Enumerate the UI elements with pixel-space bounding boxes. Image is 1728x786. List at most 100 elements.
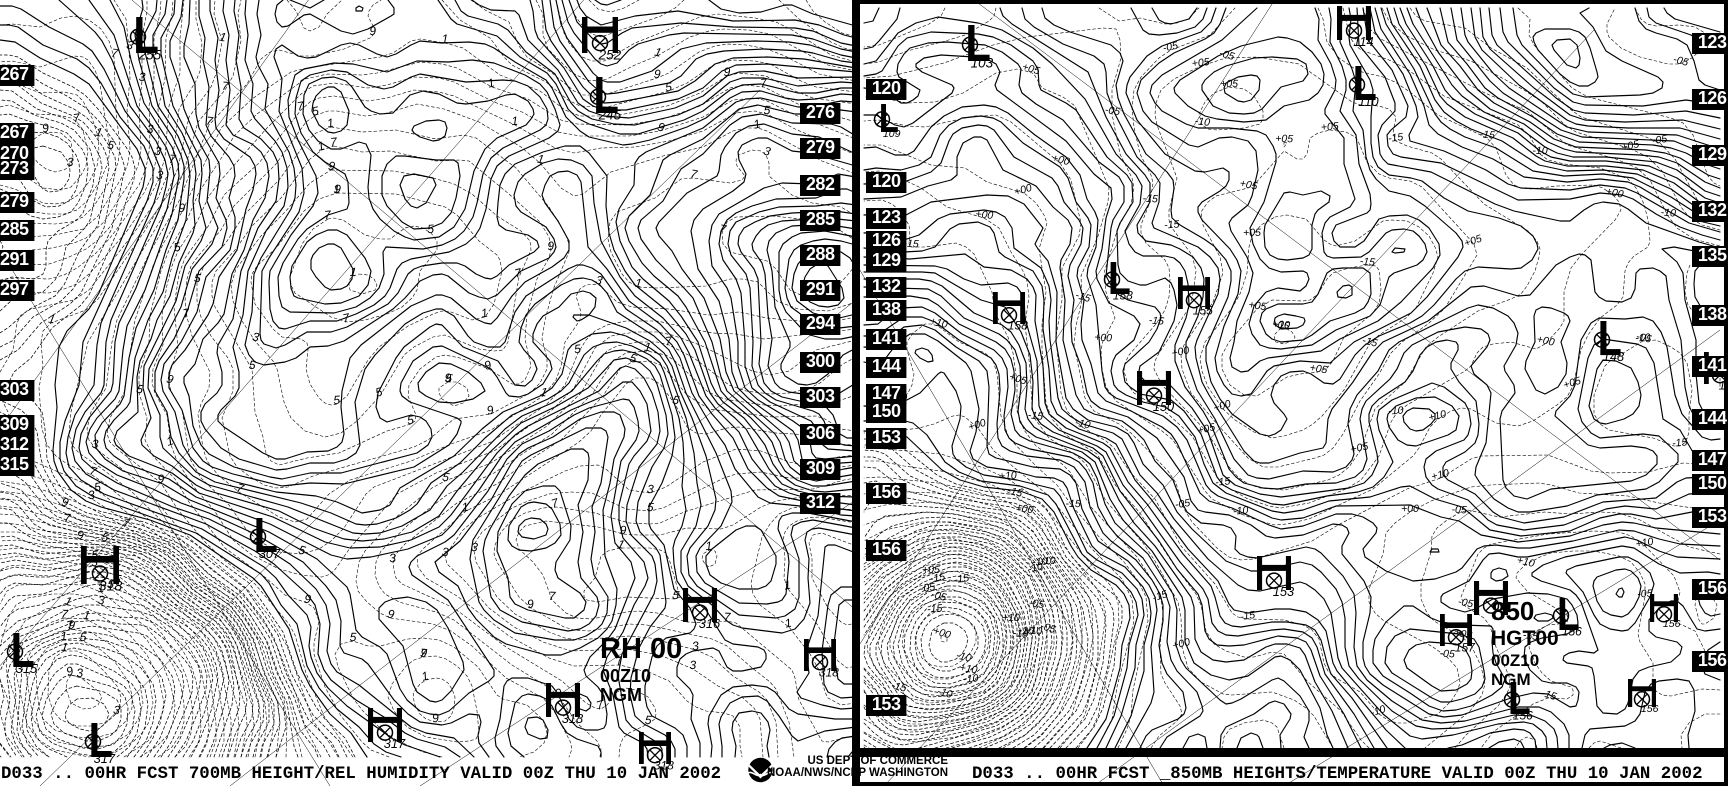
svg-text:126: 126 [1698, 88, 1727, 108]
svg-text:294: 294 [806, 313, 835, 333]
svg-text:+00: +00 [1605, 185, 1625, 200]
svg-text:9: 9 [165, 372, 175, 387]
svg-text:135: 135 [1698, 245, 1727, 265]
svg-text:141: 141 [872, 328, 901, 348]
svg-text:+10: +10 [1516, 554, 1536, 570]
svg-text:00Z10: 00Z10 [600, 666, 651, 686]
svg-text:+05: +05 [1191, 56, 1210, 70]
svg-text:+10: +10 [1430, 467, 1450, 483]
svg-text:9: 9 [65, 663, 76, 678]
svg-text:5: 5 [106, 138, 116, 153]
svg-text:3: 3 [67, 155, 75, 169]
svg-text:1: 1 [783, 616, 792, 631]
svg-text:7: 7 [205, 114, 215, 129]
svg-text:267: 267 [0, 122, 29, 142]
svg-text:1: 1 [63, 594, 74, 609]
svg-text:9: 9 [724, 65, 731, 79]
svg-text:147: 147 [872, 383, 901, 403]
svg-text:3: 3 [139, 70, 146, 84]
svg-text:1: 1 [653, 45, 663, 60]
svg-text:1: 1 [326, 116, 335, 131]
svg-text:306: 306 [806, 423, 835, 443]
svg-text:1: 1 [60, 640, 69, 655]
svg-text:7: 7 [110, 46, 120, 61]
svg-text:3: 3 [147, 122, 155, 136]
svg-text:-15: -15 [1148, 314, 1165, 328]
svg-text:+05: +05 [1239, 177, 1259, 192]
svg-text:+00: +00 [1013, 182, 1034, 199]
svg-text:-10: -10 [1233, 504, 1249, 517]
svg-text:5: 5 [427, 222, 435, 237]
svg-text:156: 156 [1562, 625, 1582, 639]
svg-text:303: 303 [806, 386, 835, 406]
svg-text:158: 158 [1113, 289, 1133, 303]
svg-text:-05: -05 [1651, 133, 1668, 147]
svg-text:3: 3 [762, 144, 773, 159]
svg-text:5: 5 [350, 630, 357, 644]
svg-text:1: 1 [705, 539, 712, 553]
svg-text:138: 138 [872, 299, 901, 319]
svg-text:3: 3 [92, 437, 99, 451]
svg-text:+05: +05 [1275, 133, 1293, 146]
svg-text:5: 5 [193, 271, 202, 286]
svg-text:114: 114 [1353, 34, 1373, 49]
svg-text:3: 3 [76, 666, 84, 680]
svg-text:129: 129 [1698, 144, 1727, 164]
svg-text:9: 9 [369, 24, 377, 38]
svg-text:300: 300 [806, 351, 835, 371]
svg-text:144: 144 [1698, 408, 1727, 428]
svg-text:153: 153 [1273, 584, 1294, 599]
svg-text:-15: -15 [1164, 218, 1180, 231]
svg-text:153: 153 [872, 694, 901, 714]
svg-text:1: 1 [442, 32, 449, 46]
svg-text:279: 279 [0, 191, 29, 211]
svg-text:155: 155 [1193, 304, 1213, 318]
svg-text:129: 129 [872, 250, 901, 270]
svg-text:3: 3 [646, 482, 654, 497]
svg-text:103: 103 [971, 55, 994, 70]
svg-text:1: 1 [349, 265, 357, 279]
svg-text:150: 150 [1698, 473, 1727, 493]
svg-text:9: 9 [41, 121, 50, 136]
svg-text:7: 7 [72, 110, 82, 125]
svg-text:9: 9 [483, 357, 494, 372]
svg-text:3: 3 [594, 273, 604, 288]
svg-text:9: 9 [547, 239, 555, 253]
svg-text:3: 3 [251, 330, 260, 345]
svg-text:+10: +10 [1272, 319, 1291, 332]
svg-text:+05: +05 [1196, 421, 1216, 437]
svg-text:9: 9 [67, 618, 76, 633]
svg-text:138: 138 [1698, 304, 1727, 324]
svg-text:NGM: NGM [600, 685, 642, 705]
svg-text:147: 147 [1698, 449, 1727, 469]
svg-text:5: 5 [80, 630, 87, 644]
svg-text:153: 153 [1698, 506, 1727, 526]
svg-text:318: 318 [99, 579, 123, 595]
svg-text:156: 156 [1663, 618, 1681, 630]
svg-text:-05: -05 [919, 581, 936, 595]
svg-text:-15: -15 [1672, 436, 1689, 450]
svg-text:156: 156 [1513, 709, 1533, 723]
svg-text:150: 150 [1153, 399, 1175, 414]
svg-text:7: 7 [122, 516, 131, 531]
svg-text:-15: -15 [890, 679, 908, 694]
svg-text:153: 153 [872, 427, 901, 447]
svg-text:132: 132 [1698, 200, 1727, 220]
svg-text:-15: -15 [1239, 609, 1256, 623]
svg-text:+05: +05 [1220, 78, 1238, 90]
svg-text:+05: +05 [1620, 138, 1640, 154]
svg-text:+00: +00 [967, 417, 988, 434]
svg-text:252: 252 [598, 47, 622, 62]
svg-text:5: 5 [646, 500, 654, 515]
svg-text:-15: -15 [1065, 498, 1081, 511]
svg-text:7: 7 [296, 98, 306, 113]
svg-text:850: 850 [1491, 596, 1534, 626]
svg-text:1: 1 [643, 340, 652, 355]
svg-text:+05: +05 [1008, 371, 1029, 388]
svg-text:150: 150 [872, 401, 901, 421]
svg-text:126: 126 [872, 230, 901, 250]
svg-text:-05: -05 [1174, 497, 1191, 511]
svg-text:7: 7 [324, 208, 333, 223]
svg-text:-05: -05 [1672, 53, 1690, 69]
svg-text:123: 123 [872, 207, 901, 227]
